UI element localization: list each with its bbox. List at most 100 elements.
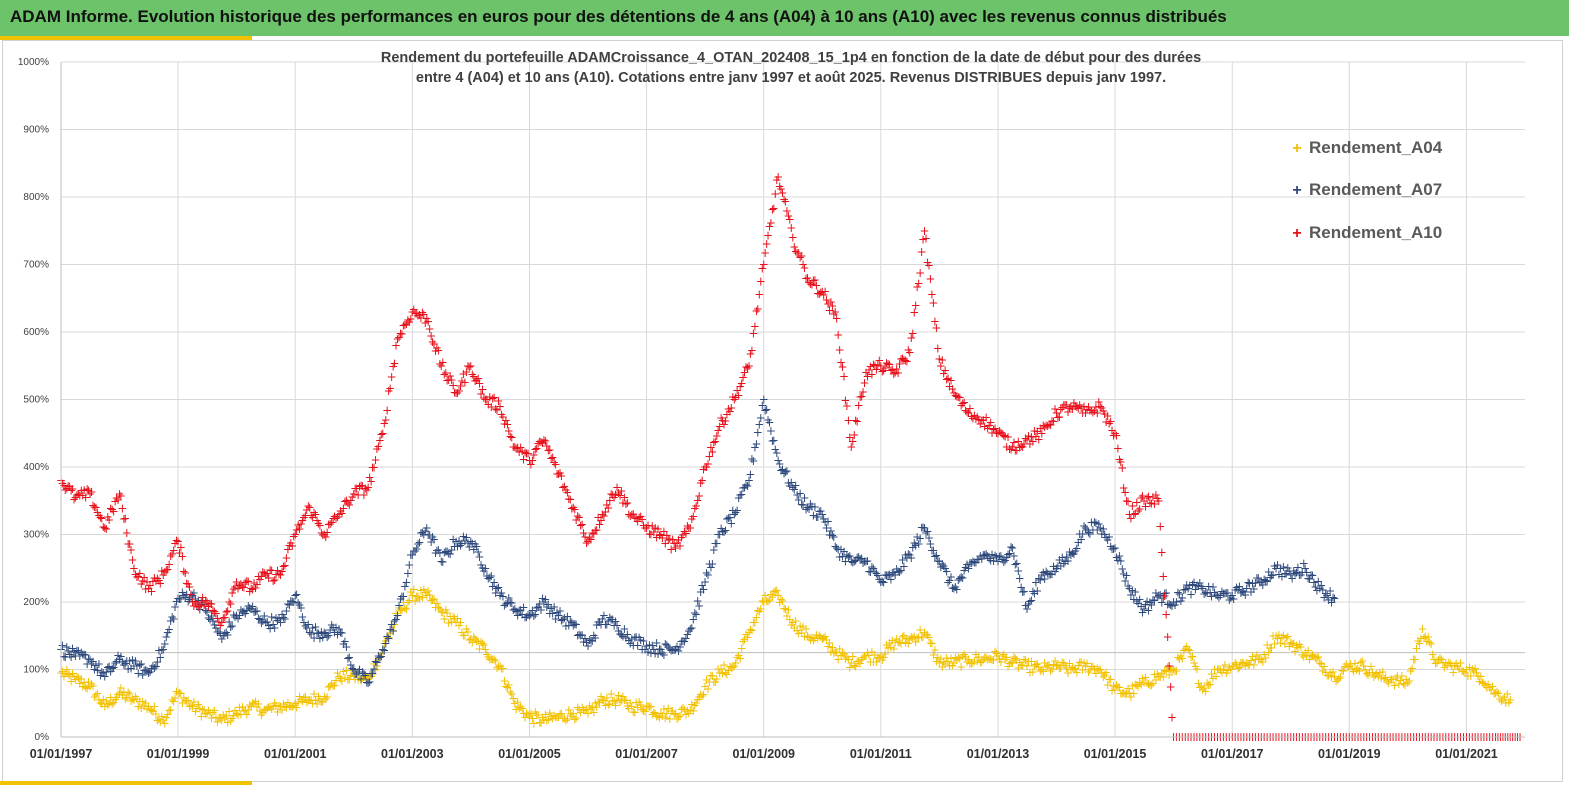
scatter-marker: +: [423, 528, 433, 542]
scatter-marker: +: [921, 628, 931, 642]
data-point: +: [290, 588, 300, 602]
scatter-marker: +: [214, 625, 224, 639]
scatter-marker: +: [879, 651, 889, 665]
scatter-marker: +: [1502, 687, 1512, 701]
scatter-marker: +: [899, 628, 909, 642]
scatter-marker: +: [783, 603, 793, 617]
scatter-marker: +: [496, 661, 506, 675]
scatter-marker: +: [742, 361, 752, 375]
data-point: +: [1066, 548, 1076, 562]
scatter-marker: +: [185, 593, 195, 607]
scatter-marker: +: [1289, 636, 1299, 650]
scatter-marker: +: [155, 651, 165, 665]
data-point: +: [861, 555, 871, 569]
scatter-marker: +: [395, 592, 405, 606]
scatter-marker: +: [662, 638, 672, 652]
scatter-marker: +: [1054, 661, 1064, 675]
scatter-marker: +: [281, 604, 291, 618]
scatter-marker: +: [78, 680, 88, 694]
scatter-marker: +: [965, 656, 975, 670]
scatter-marker: +: [584, 633, 594, 647]
scatter-marker: +: [476, 558, 486, 572]
scatter-marker: +: [522, 706, 532, 720]
scatter-marker: +: [461, 530, 471, 544]
scatter-marker: +: [341, 663, 351, 677]
scatter-marker: +: [145, 665, 155, 679]
scatter-marker: +: [915, 623, 925, 637]
scatter-marker: +: [653, 709, 663, 723]
scatter-marker: +: [164, 622, 174, 636]
scatter-marker: +: [634, 631, 644, 645]
scatter-marker: +: [1391, 671, 1401, 685]
scatter-marker: +: [775, 596, 785, 610]
scatter-marker: +: [792, 623, 802, 637]
scatter-marker: +: [1483, 677, 1493, 691]
scatter-marker: +: [1013, 661, 1023, 675]
scatter-marker: +: [874, 651, 884, 665]
scatter-marker: +: [498, 589, 508, 603]
data-point: +: [759, 595, 769, 609]
scatter-marker: +: [1215, 663, 1225, 677]
scatter-marker: +: [1210, 662, 1220, 676]
scatter-marker: +: [561, 714, 571, 728]
scatter-marker: +: [328, 621, 338, 635]
scatter-marker: +: [595, 696, 605, 710]
scatter-marker: +: [206, 609, 216, 623]
scatter-marker: +: [912, 631, 922, 645]
scatter-marker: +: [482, 569, 492, 583]
scatter-marker: +: [125, 654, 135, 668]
scatter-marker: +: [177, 586, 187, 600]
scatter-marker: +: [182, 588, 192, 602]
scatter-marker: +: [1392, 669, 1402, 683]
scatter-marker: +: [1441, 656, 1451, 670]
data-point: +: [773, 453, 783, 467]
scatter-marker: +: [673, 710, 683, 724]
scatter-marker: +: [229, 608, 239, 622]
scatter-marker: +: [586, 702, 596, 716]
scatter-marker: +: [249, 605, 259, 619]
data-point: +: [1447, 659, 1457, 673]
scatter-marker: +: [69, 645, 79, 659]
data-point: +: [671, 706, 681, 720]
scatter-marker: +: [530, 607, 540, 621]
scatter-marker: +: [1190, 659, 1200, 673]
scatter-marker: +: [1117, 686, 1127, 700]
scatter-marker: +: [103, 661, 113, 675]
scatter-marker: +: [1327, 670, 1337, 684]
scatter-marker: +: [691, 696, 701, 710]
scatter-marker: +: [1382, 674, 1392, 688]
scatter-marker: +: [1378, 665, 1388, 679]
scatter-marker: +: [416, 526, 426, 540]
series-rendement_a04: + + + + + + + + + + + + + + + + + + + + + + + + + + + + + + + + + + + + + + + +…: [56, 582, 1515, 730]
data-point: +: [715, 528, 725, 542]
scatter-marker: +: [127, 692, 137, 706]
scatter-marker: +: [435, 602, 445, 616]
scatter-marker: +: [284, 598, 294, 612]
scatter-marker: +: [60, 666, 70, 680]
scatter-marker: +: [233, 611, 243, 625]
scatter-marker: +: [833, 328, 843, 342]
scatter-marker: +: [682, 627, 692, 641]
scatter-marker: +: [473, 635, 483, 649]
scatter-marker: +: [287, 700, 297, 714]
scatter-marker: +: [457, 626, 467, 640]
scatter-marker: +: [381, 636, 391, 650]
data-point: +: [685, 703, 695, 717]
scatter-marker: +: [116, 649, 126, 663]
scatter-marker: +: [470, 632, 480, 646]
scatter-marker: +: [464, 633, 474, 647]
scatter-marker: +: [609, 694, 619, 708]
scatter-marker: +: [1038, 665, 1048, 679]
scatter-marker: +: [740, 632, 750, 646]
scatter-marker: +: [477, 561, 487, 575]
scatter-marker: +: [833, 652, 843, 666]
scatter-marker: +: [839, 544, 849, 558]
scatter-marker: +: [63, 644, 73, 658]
scatter-marker: +: [829, 646, 839, 660]
scatter-marker: +: [438, 605, 448, 619]
scatter-marker: +: [586, 634, 596, 648]
scatter-marker: +: [675, 640, 685, 654]
scatter-marker: +: [1351, 663, 1361, 677]
data-point: +: [129, 659, 139, 673]
scatter-marker: +: [631, 695, 641, 709]
